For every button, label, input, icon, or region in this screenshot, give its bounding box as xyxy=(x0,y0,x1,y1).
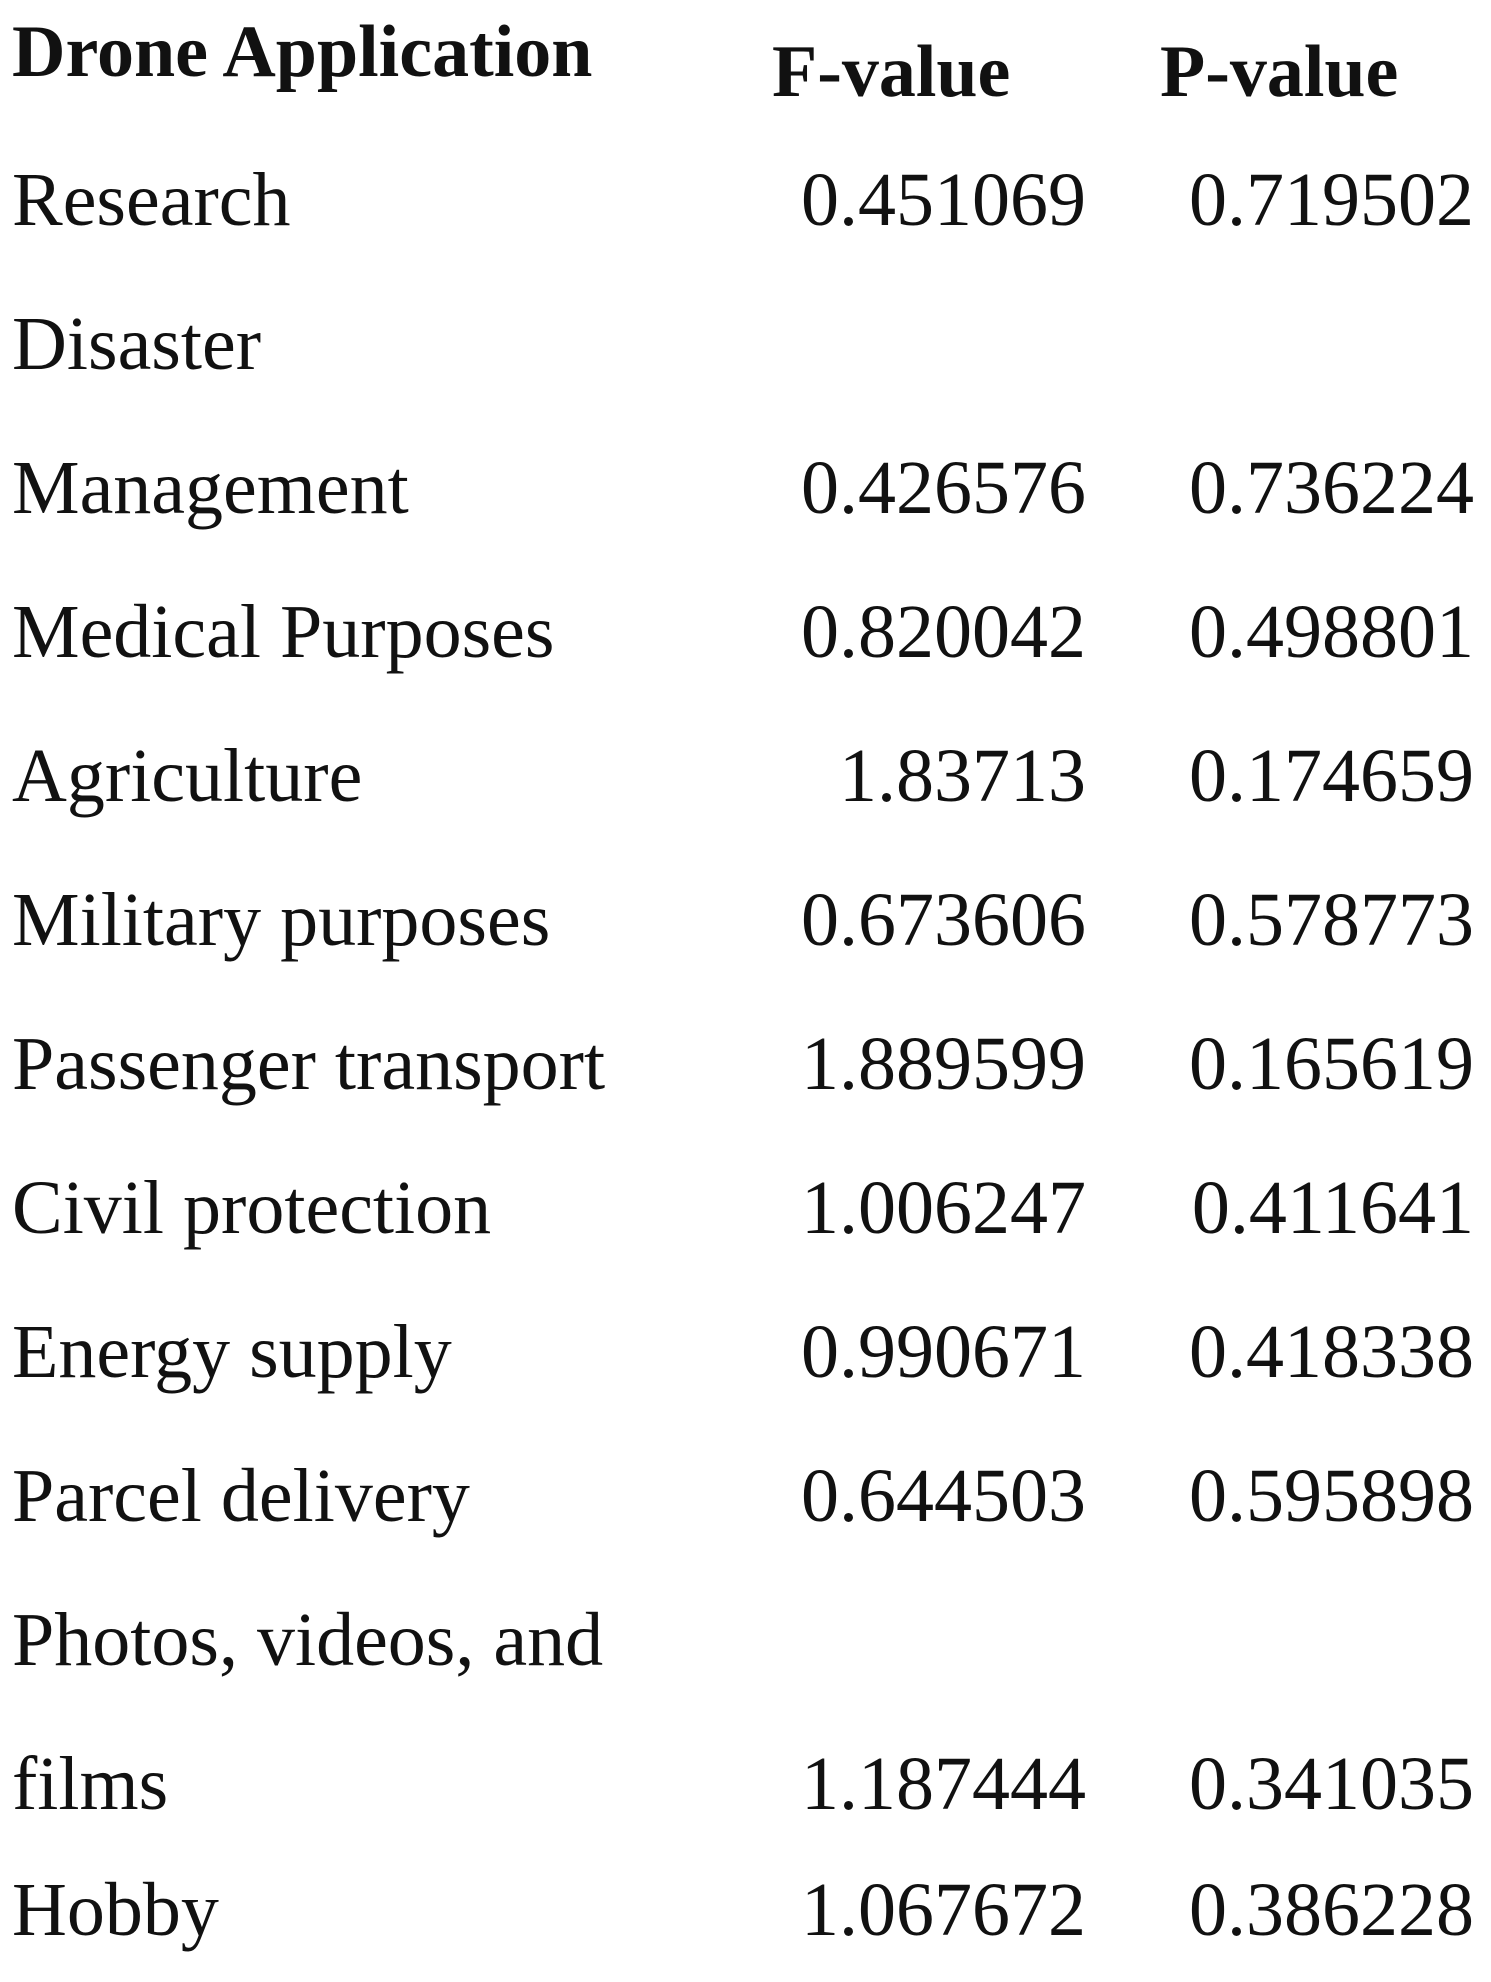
application-cell: Passenger transport xyxy=(12,1022,606,1106)
table-row: Civil protection 1.006247 0.411641 xyxy=(0,1136,1491,1280)
p-value-cell: 0.174659 xyxy=(1189,734,1474,818)
table-row: Parcel delivery 0.644503 0.595898 xyxy=(0,1424,1491,1568)
header-f-value: F-value xyxy=(772,31,1011,113)
table-row: Medical Purposes 0.820042 0.498801 xyxy=(0,560,1491,704)
f-value-cell: 0.990671 xyxy=(801,1310,1086,1394)
application-cell: Military purposes xyxy=(12,878,551,962)
table-row: Military purposes 0.673606 0.578773 xyxy=(0,848,1491,992)
f-value-cell: 1.83713 xyxy=(839,734,1086,818)
p-value-cell xyxy=(1160,1568,1474,1712)
application-cell: Photos, videos, and xyxy=(12,1598,604,1682)
f-value-cell: 1.067672 xyxy=(801,1868,1086,1952)
application-cell: Medical Purposes xyxy=(12,590,555,674)
application-cell: Civil protection xyxy=(12,1166,492,1250)
f-value-cell: 1.889599 xyxy=(801,1022,1086,1106)
table-row: films 1.187444 0.341035 xyxy=(0,1712,1491,1856)
p-value-cell: 0.341035 xyxy=(1189,1742,1474,1826)
f-value-cell: 0.451069 xyxy=(801,158,1086,242)
p-value-cell xyxy=(1160,272,1474,416)
p-value-cell: 0.165619 xyxy=(1189,1022,1474,1106)
f-value-cell: 0.820042 xyxy=(801,590,1086,674)
f-value-cell: 0.426576 xyxy=(801,446,1086,530)
table-row: Disaster xyxy=(0,272,1491,416)
p-value-cell: 0.418338 xyxy=(1189,1310,1474,1394)
application-cell: Parcel delivery xyxy=(12,1454,470,1538)
p-value-cell: 0.578773 xyxy=(1189,878,1474,962)
f-value-cell xyxy=(760,1568,1086,1712)
p-value-cell: 0.411641 xyxy=(1191,1166,1474,1250)
table-row: Research 0.451069 0.719502 xyxy=(0,128,1491,272)
application-cell: Management xyxy=(12,446,409,530)
application-cell: Agriculture xyxy=(12,734,363,818)
f-value-cell: 1.006247 xyxy=(801,1166,1086,1250)
application-cell: Hobby xyxy=(12,1868,219,1952)
table-row: Passenger transport 1.889599 0.165619 xyxy=(0,992,1491,1136)
table-row: Photos, videos, and xyxy=(0,1568,1491,1712)
f-value-cell xyxy=(760,272,1086,416)
p-value-cell: 0.595898 xyxy=(1189,1454,1474,1538)
table-row: Hobby 1.067672 0.386228 xyxy=(0,1838,1491,1982)
application-cell: Disaster xyxy=(12,302,262,386)
f-value-cell: 1.187444 xyxy=(801,1742,1086,1826)
p-value-cell: 0.498801 xyxy=(1189,590,1474,674)
table-row: Management 0.426576 0.736224 xyxy=(0,416,1491,560)
application-cell: Research xyxy=(12,158,291,242)
table-row: Energy supply 0.990671 0.418338 xyxy=(0,1280,1491,1424)
application-cell: films xyxy=(12,1742,169,1826)
table-header-row: Drone Application F-value P-value xyxy=(0,0,1491,144)
p-value-cell: 0.386228 xyxy=(1189,1868,1474,1952)
header-drone-application: Drone Application xyxy=(12,11,593,93)
p-value-cell: 0.736224 xyxy=(1189,446,1474,530)
f-value-cell: 0.673606 xyxy=(801,878,1086,962)
application-cell: Energy supply xyxy=(12,1310,452,1394)
table-row: Agriculture 1.83713 0.174659 xyxy=(0,704,1491,848)
p-value-cell: 0.719502 xyxy=(1189,158,1474,242)
header-p-value: P-value xyxy=(1160,31,1399,113)
f-value-cell: 0.644503 xyxy=(801,1454,1086,1538)
